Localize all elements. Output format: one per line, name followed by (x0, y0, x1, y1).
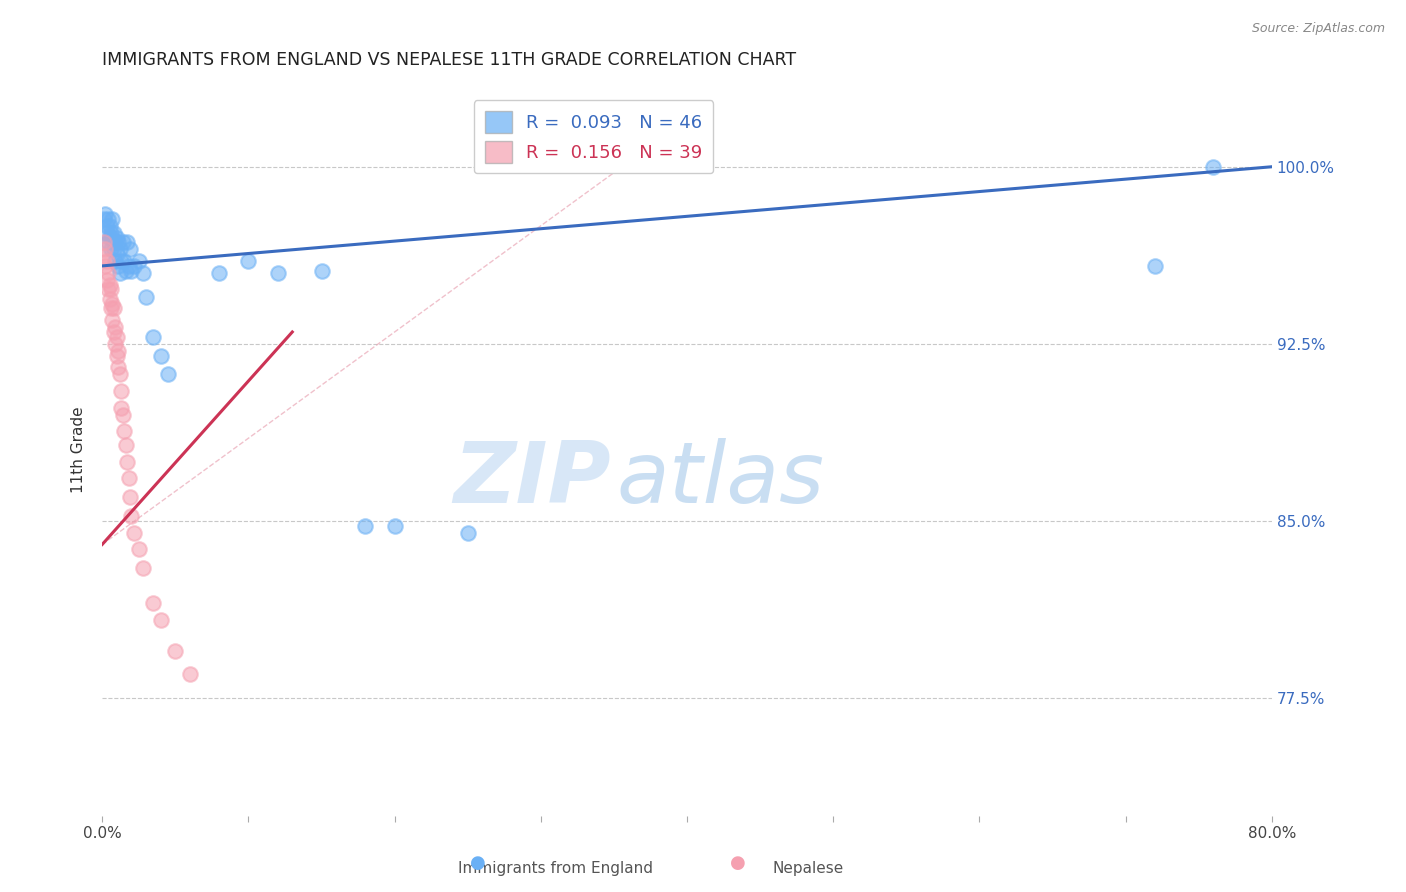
Point (149, 349, 172, 363)
Point (117, 471, 139, 485)
Point (208, 266, 231, 280)
Point (149, 613, 172, 627)
Point (114, 263, 136, 277)
Point (97, 283, 120, 297)
Point (100, 243, 122, 257)
Point (94, 243, 117, 257)
Point (108, 368, 131, 382)
Point (96, 226, 118, 240)
Point (110, 384, 132, 398)
Point (98, 219, 121, 233)
Point (165, 643, 187, 657)
Point (179, 667, 201, 681)
Point (142, 329, 165, 343)
Point (97, 211, 120, 226)
Point (98, 277, 121, 292)
Point (111, 235, 134, 250)
Point (128, 542, 150, 557)
Point (107, 343, 129, 358)
Point (96, 273, 118, 287)
Point (103, 325, 125, 339)
Point (100, 301, 122, 316)
Point (97, 235, 120, 250)
Point (110, 254, 132, 268)
Point (103, 226, 125, 240)
Point (132, 266, 155, 280)
Point (93, 249, 115, 263)
Text: Source: ZipAtlas.com: Source: ZipAtlas.com (1251, 22, 1385, 36)
Point (132, 561, 155, 575)
Point (156, 368, 179, 382)
Point (93, 211, 115, 226)
Point (384, 518, 406, 533)
Point (118, 490, 141, 504)
Point (101, 313, 124, 327)
Point (142, 597, 165, 611)
Point (124, 259, 146, 273)
Point (115, 455, 138, 469)
Point (103, 243, 125, 257)
Point (105, 247, 128, 261)
Text: ZIP: ZIP (453, 438, 612, 521)
Legend: R =  0.093   N = 46, R =  0.156   N = 39: R = 0.093 N = 46, R = 0.156 N = 39 (474, 101, 713, 173)
Y-axis label: 11th Grade: 11th Grade (72, 407, 86, 493)
Point (112, 424, 135, 438)
Text: Immigrants from England: Immigrants from England (458, 861, 652, 876)
Point (105, 329, 128, 343)
Point (1143, 259, 1166, 273)
Point (101, 296, 124, 310)
Point (115, 235, 138, 250)
Point (98, 230, 121, 244)
Point (94, 207, 117, 221)
Point (105, 349, 128, 363)
Point (104, 235, 127, 250)
Point (103, 301, 125, 316)
Point (135, 289, 157, 303)
Point (128, 254, 150, 268)
Point (107, 235, 129, 250)
Point (120, 263, 142, 277)
Point (112, 254, 135, 268)
Point (98, 292, 121, 306)
Text: IMMIGRANTS FROM ENGLAND VS NEPALESE 11TH GRADE CORRELATION CHART: IMMIGRANTS FROM ENGLAND VS NEPALESE 11TH… (103, 51, 796, 69)
Point (107, 360, 129, 375)
Point (93, 235, 115, 250)
Text: atlas: atlas (617, 438, 825, 521)
Point (354, 518, 377, 533)
Point (1202, 160, 1225, 174)
Point (266, 266, 288, 280)
Point (100, 283, 122, 297)
Point (238, 254, 260, 268)
Point (101, 230, 124, 244)
Text: ●: ● (470, 855, 486, 872)
Point (100, 226, 122, 240)
Point (96, 219, 118, 233)
Point (457, 525, 479, 540)
Point (104, 320, 127, 334)
Point (104, 336, 127, 351)
Point (114, 438, 136, 452)
Point (96, 254, 118, 268)
Point (117, 259, 139, 273)
Point (120, 509, 142, 524)
Text: Nepalese: Nepalese (773, 861, 844, 876)
Point (110, 401, 132, 415)
Point (111, 408, 134, 422)
Point (104, 254, 127, 268)
Point (105, 230, 128, 244)
Point (108, 243, 131, 257)
Point (94, 259, 117, 273)
Point (107, 259, 129, 273)
Point (101, 211, 124, 226)
Point (118, 243, 141, 257)
Point (108, 266, 131, 280)
Point (97, 266, 120, 280)
Point (124, 525, 146, 540)
Point (311, 263, 333, 277)
Text: ●: ● (730, 855, 747, 872)
